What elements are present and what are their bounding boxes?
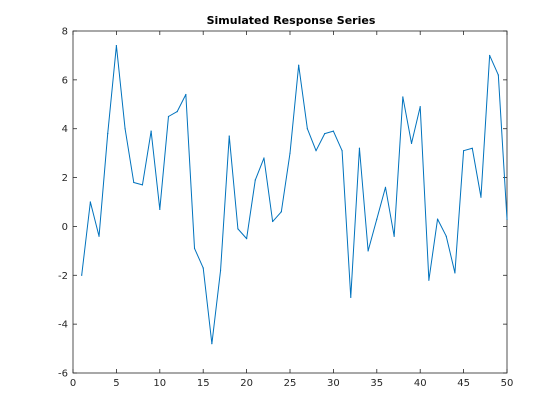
data-point [463, 150, 465, 152]
data-point [480, 196, 482, 198]
data-point [219, 269, 222, 271]
data-point [115, 45, 117, 47]
data-point [445, 235, 447, 237]
data-point [298, 64, 300, 66]
y-tick-label: 8 [62, 27, 68, 38]
data-point [107, 133, 109, 135]
data-point [228, 135, 230, 137]
data-point [150, 130, 152, 132]
data-point [167, 115, 170, 118]
data-point [341, 150, 343, 152]
y-tick-label: 6 [62, 75, 68, 86]
plot-area [72, 30, 508, 374]
chart-title: Simulated Response Series [207, 14, 376, 27]
data-point [384, 186, 387, 188]
data-point [419, 106, 421, 108]
data-point [324, 133, 326, 135]
y-tick-label: 4 [62, 124, 68, 135]
y-tick-label: 0 [62, 222, 68, 233]
x-tick-label: 50 [501, 378, 514, 389]
data-point [159, 208, 161, 210]
data-point [124, 128, 126, 130]
data-point [315, 150, 317, 152]
data-point [81, 274, 83, 276]
data-point [272, 220, 274, 223]
x-tick-label: 45 [457, 378, 470, 389]
data-point [141, 184, 144, 186]
data-point [367, 250, 369, 252]
series-line [81, 45, 508, 345]
data-point [211, 343, 213, 345]
x-tick-label: 10 [153, 378, 166, 389]
x-tick-label: 25 [284, 378, 297, 389]
x-tick-label: 20 [240, 378, 253, 389]
data-point [98, 235, 100, 237]
data-point [454, 272, 456, 274]
data-point [280, 211, 282, 213]
data-point [332, 130, 334, 132]
data-point [350, 296, 352, 298]
data-point [489, 54, 491, 57]
data-point [428, 279, 430, 281]
data-point [306, 128, 308, 130]
y-tick-label: -4 [58, 320, 68, 331]
data-point [202, 267, 204, 269]
data-point [410, 142, 413, 144]
data-point [246, 238, 248, 240]
x-tick-label: 5 [113, 378, 119, 389]
series-group [81, 45, 508, 345]
data-point [358, 147, 361, 149]
data-point [254, 179, 256, 181]
axis-ticks: 0 5 10 15 20 25 30 35 40 45 50 -6 -4 -2 0 2 4 6 8 [58, 27, 513, 390]
data-point [497, 74, 499, 76]
x-tick-label: 30 [327, 378, 340, 389]
x-tick-label: 0 [70, 378, 76, 389]
data-point [133, 181, 135, 184]
data-point [376, 218, 378, 220]
y-tick-label: -6 [58, 369, 68, 380]
data-point [393, 235, 395, 237]
data-point [176, 111, 178, 113]
x-tick-label: 40 [414, 378, 427, 389]
data-point [193, 247, 196, 250]
data-point [237, 228, 239, 230]
data-point [185, 93, 187, 96]
data-point [402, 96, 404, 98]
data-point [471, 147, 473, 149]
data-point [436, 218, 439, 220]
data-point [89, 201, 91, 203]
x-tick-label: 35 [370, 378, 383, 389]
data-point [506, 218, 508, 220]
y-tick-label: 2 [62, 173, 68, 184]
y-tick-label: -2 [58, 271, 68, 282]
data-point [289, 152, 291, 154]
data-point [263, 157, 265, 159]
x-tick-label: 15 [197, 378, 210, 389]
